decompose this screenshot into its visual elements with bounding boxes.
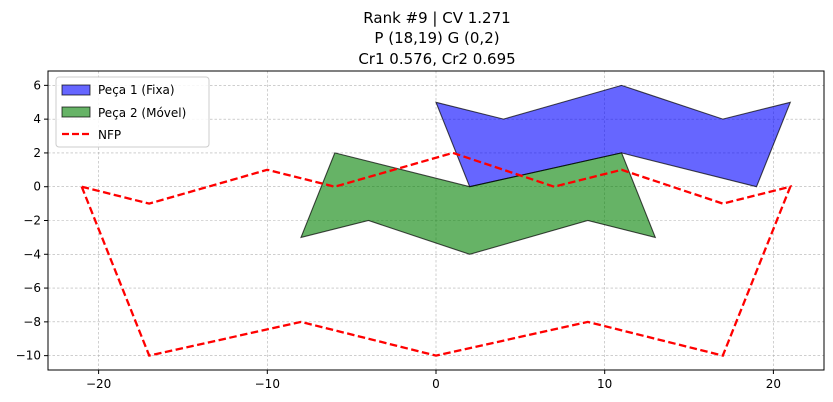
legend-box	[55, 76, 210, 148]
chart-title: Rank #9 | CV 1.271 P (18,19) G (0,2) Cr1…	[358, 9, 515, 68]
x-tick-label: −20	[86, 377, 111, 391]
y-tick-label: 0	[33, 180, 41, 194]
y-tick-label: −6	[23, 281, 41, 295]
legend: Peça 1 (Fixa) Peça 2 (Móvel) NFP	[55, 76, 210, 148]
legend-swatch-peca-1	[61, 84, 91, 96]
title-line-2: P (18,19) G (0,2)	[374, 29, 499, 47]
x-tick-label: 10	[597, 377, 612, 391]
y-tick-label: 6	[33, 78, 41, 92]
y-tick-label: −4	[23, 247, 41, 261]
y-tick-label: −10	[16, 349, 41, 363]
legend-label-nfp: NFP	[98, 128, 121, 142]
x-tick-label: 20	[766, 377, 781, 391]
legend-swatch-peca-2	[61, 106, 91, 118]
x-tick-label: 0	[432, 377, 440, 391]
y-tick-label: 2	[33, 146, 41, 160]
line-nfp	[80, 151, 793, 357]
plot-series	[80, 84, 793, 357]
y-tick-label: 4	[33, 112, 41, 126]
legend-label-peca-2: Peça 2 (Móvel)	[98, 106, 186, 120]
title-line-3: Cr1 0.576, Cr2 0.695	[358, 50, 515, 68]
x-tick-label: −10	[255, 377, 280, 391]
y-tick-label: −2	[23, 214, 41, 228]
title-line-1: Rank #9 | CV 1.271	[363, 9, 510, 27]
y-tick-label: −8	[23, 315, 41, 329]
legend-label-peca-1: Peça 1 (Fixa)	[98, 83, 175, 97]
